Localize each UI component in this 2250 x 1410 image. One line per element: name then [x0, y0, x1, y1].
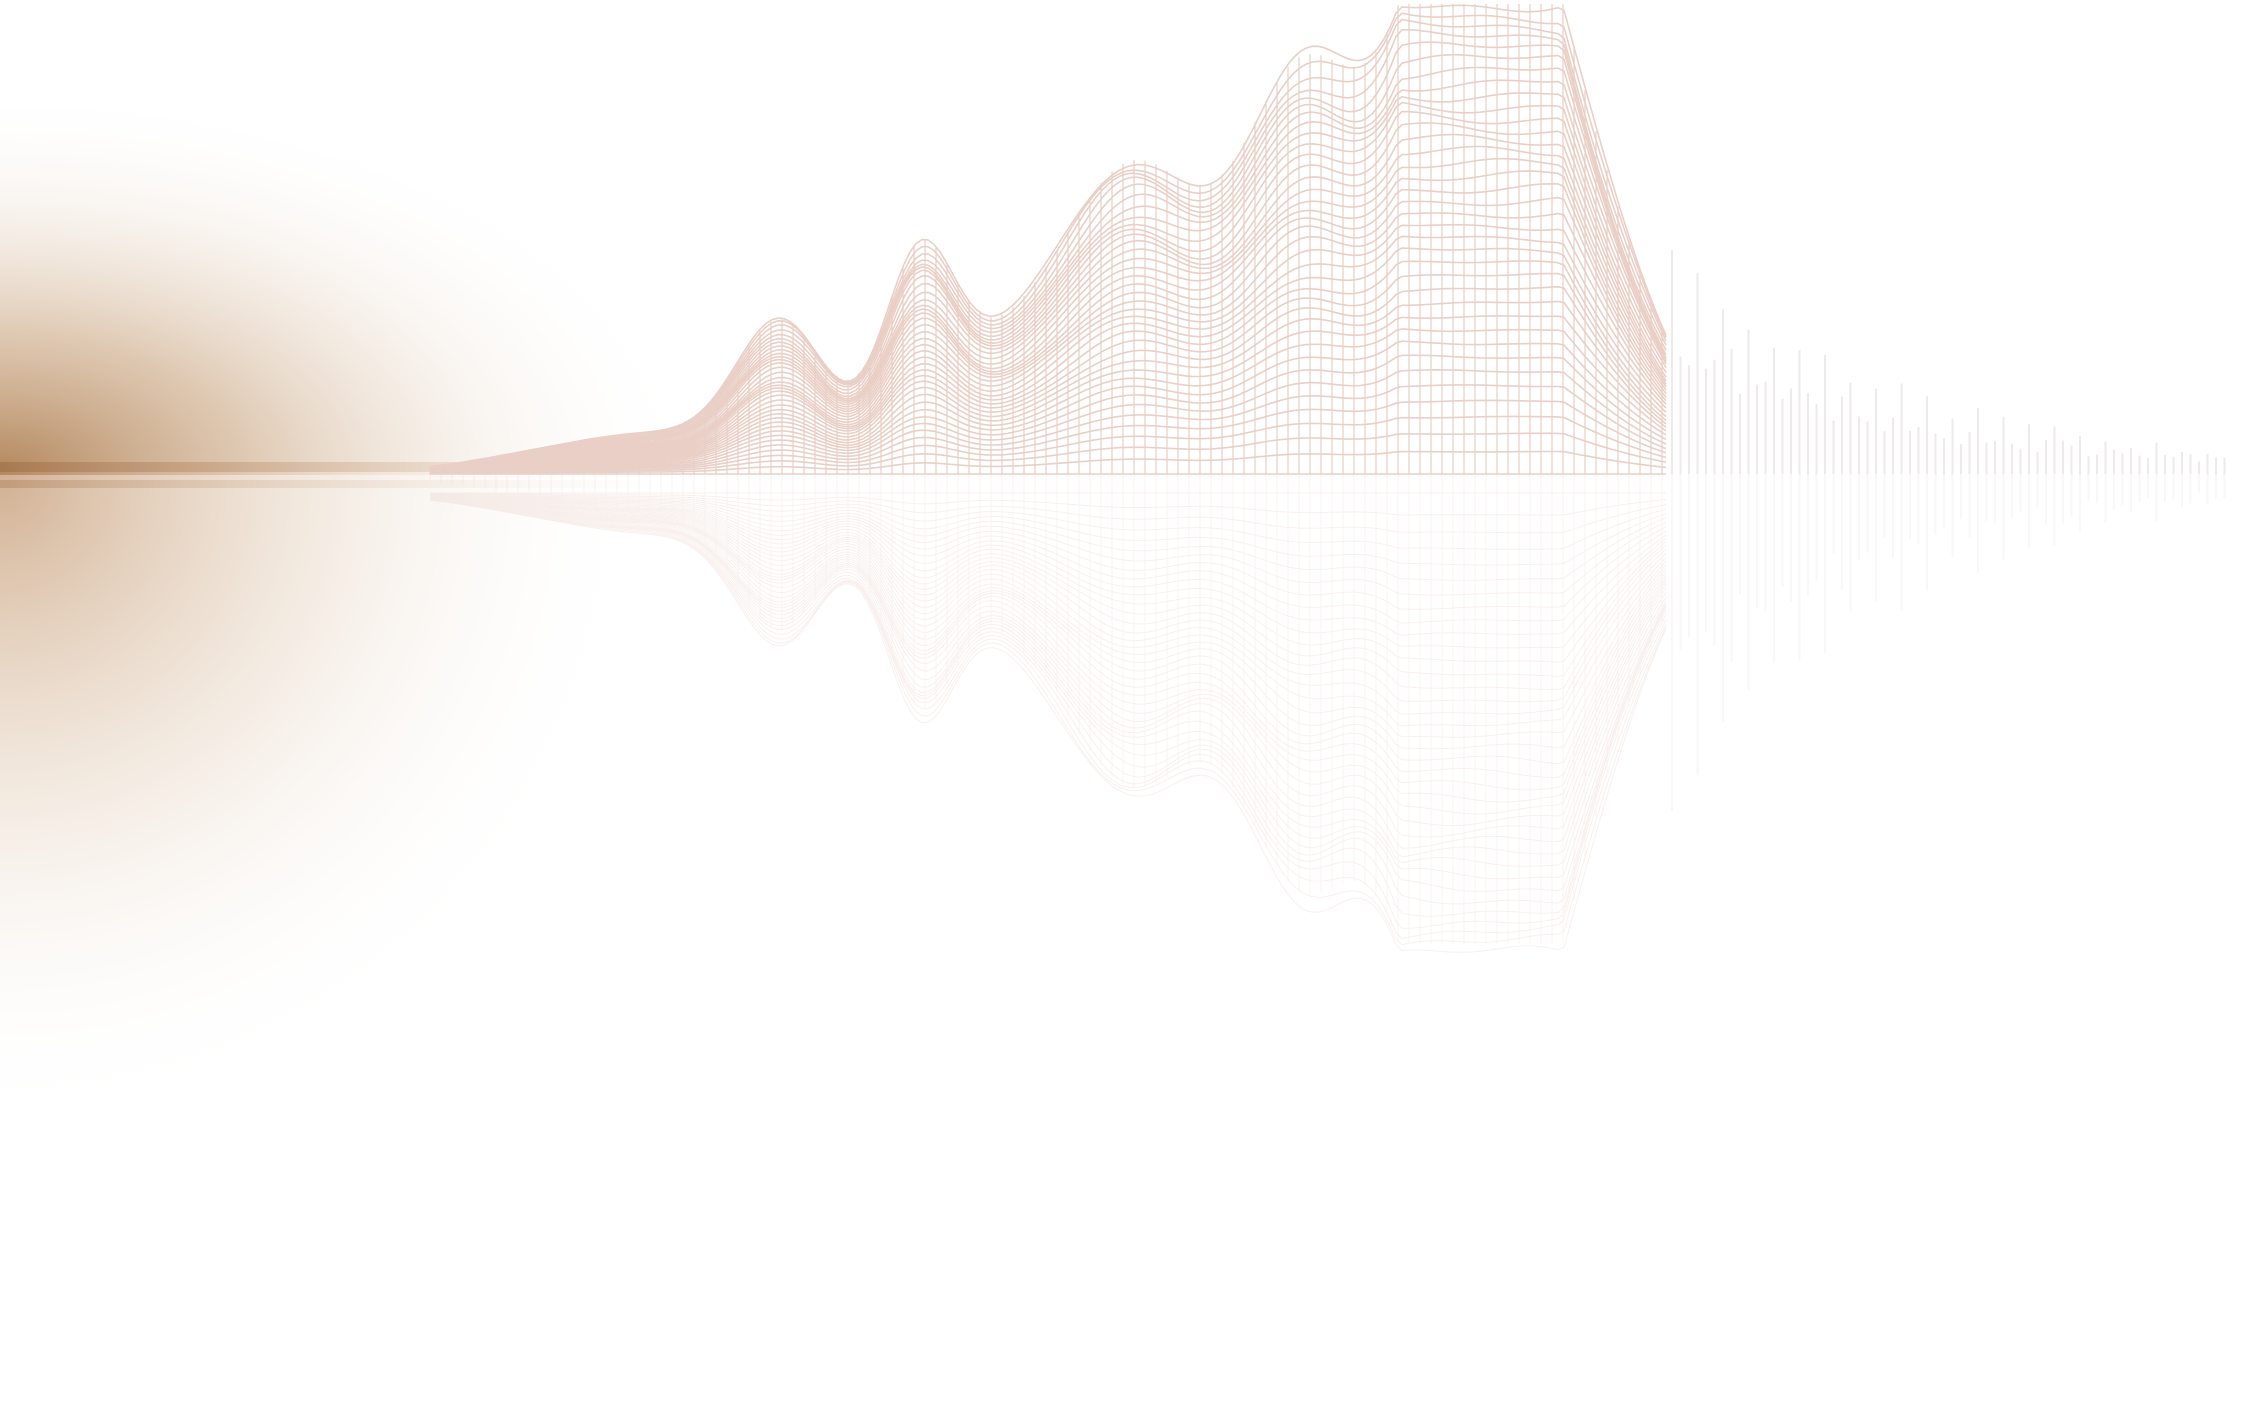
- mesh-line: [429, 494, 1667, 624]
- mesh-line: [429, 493, 1667, 566]
- vertical-bars: [1671, 249, 2226, 474]
- mesh-line: [429, 498, 1667, 867]
- mesh-line: [429, 12, 1667, 468]
- brown-glow: [0, 0, 900, 1175]
- mesh-line: [429, 18, 1667, 468]
- mesh-line: [429, 497, 1667, 838]
- mesh-line: [429, 496, 1667, 750]
- mesh-line: [429, 340, 1667, 473]
- mesh-line: [429, 496, 1667, 738]
- mesh-line: [429, 495, 1667, 715]
- mesh-line: [429, 285, 1667, 472]
- mesh-line: [429, 499, 1667, 929]
- mesh-line: [429, 495, 1667, 690]
- mesh-line: [429, 498, 1667, 905]
- mesh-line: [429, 182, 1667, 471]
- mesh-line: [429, 498, 1667, 892]
- mesh-line: [429, 415, 1667, 474]
- mesh-line: [429, 499, 1667, 946]
- mesh-line: [429, 212, 1667, 471]
- mesh-line: [429, 498, 1667, 849]
- mesh-line: [429, 399, 1667, 474]
- mesh-line: [429, 101, 1667, 469]
- mesh-line: [429, 495, 1667, 663]
- mesh-line: [429, 196, 1667, 471]
- mesh-line: [429, 432, 1667, 475]
- mesh-line: [429, 499, 1667, 953]
- mesh-line: [429, 79, 1667, 469]
- mesh-line: [429, 110, 1667, 469]
- mesh-line: [429, 496, 1667, 727]
- mesh-line: [430, 492, 1667, 516]
- wireframe-mountains: [429, 4, 1667, 475]
- mesh-line: [429, 494, 1667, 636]
- mesh-line: [429, 29, 1667, 468]
- mesh-line: [429, 170, 1667, 471]
- mesh-line: [430, 450, 1667, 475]
- mesh-line: [429, 145, 1667, 470]
- mesh-line: [429, 499, 1667, 917]
- mesh-line: [429, 497, 1667, 827]
- mesh-line: [429, 495, 1667, 703]
- mesh-line: [429, 368, 1667, 474]
- mesh-line: [429, 499, 1667, 939]
- mesh-line: [429, 494, 1667, 649]
- mesh-line: [430, 493, 1667, 534]
- mesh-line: [429, 157, 1667, 470]
- mesh-line: [429, 494, 1667, 610]
- mesh-line: [429, 92, 1667, 469]
- mesh-line: [429, 122, 1667, 470]
- mesh-line: [429, 4, 1667, 468]
- mesh-line: [429, 494, 1667, 596]
- mesh-line: [429, 497, 1667, 815]
- mesh-line: [429, 223, 1667, 471]
- mesh-line: [429, 247, 1667, 472]
- wireframe-reflection: [429, 474, 1667, 953]
- mesh-line: [429, 496, 1667, 765]
- mesh-line: [429, 497, 1667, 791]
- mesh-line: [429, 493, 1667, 581]
- mesh-line: [429, 354, 1667, 473]
- mesh-line: [429, 497, 1667, 803]
- mesh-line: [429, 498, 1667, 858]
- mesh-line: [429, 235, 1667, 471]
- mesh-line: [429, 260, 1667, 472]
- mesh-line: [429, 328, 1667, 473]
- vertical-bars-reflection: [1671, 474, 2226, 811]
- mesh-line: [429, 496, 1667, 778]
- mesh-line: [429, 384, 1667, 474]
- mesh-line: [429, 495, 1667, 677]
- mesh-line: [429, 315, 1667, 473]
- mesh-line: [429, 272, 1667, 472]
- mesh-line: [429, 493, 1667, 550]
- mesh-line: [429, 498, 1667, 880]
- mesh-line: [429, 300, 1667, 473]
